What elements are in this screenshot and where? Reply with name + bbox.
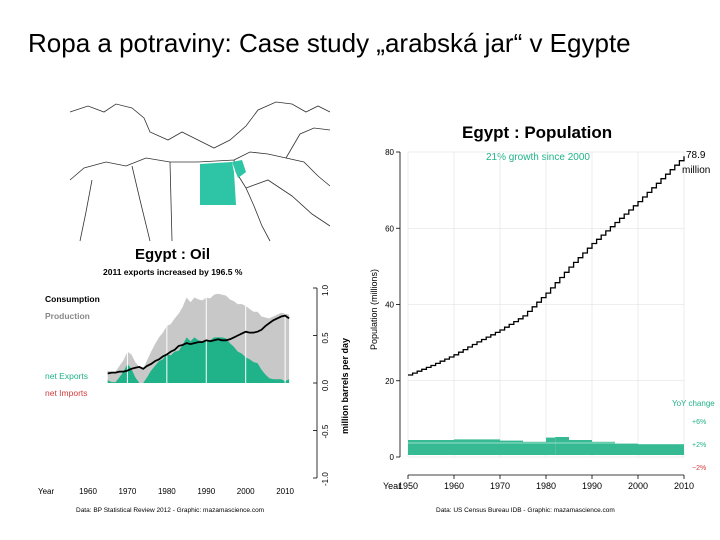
population-xtick-label: 1970 [490, 481, 510, 491]
population-end-value: 78.9 [686, 150, 706, 161]
oil-xtick-label: 1960 [79, 487, 97, 496]
oil-xtick-label: 2010 [276, 487, 294, 496]
population-xtick-label: 2000 [628, 481, 648, 491]
oil-net-exports-area [107, 337, 290, 383]
oil-legend-net-exports: net Exports [45, 371, 88, 381]
population-chart: Egypt : Population 21% growth since 2000… [369, 123, 715, 514]
oil-source: Data: BP Statistical Review 2012 - Graph… [76, 507, 264, 514]
oil-ytick-label: -0.5 [321, 424, 330, 438]
yoy-legend-plus6: +6% [692, 419, 706, 426]
population-end-unit: million [682, 165, 710, 176]
oil-subtitle: 2011 exports increased by 196.5 % [103, 267, 243, 277]
population-ytick-label: 60 [385, 224, 394, 233]
yoy-legend-title: YoY change [672, 399, 715, 408]
map-background [66, 95, 332, 241]
population-xtick-label: 1980 [536, 481, 556, 491]
map-region [66, 95, 332, 242]
population-source: Data: US Census Bureau IDB - Graphic: ma… [436, 507, 615, 514]
oil-ytick-label: -1.0 [321, 472, 330, 486]
oil-chart: Egypt : Oil 2011 exports increased by 19… [38, 246, 350, 514]
population-ytick-label: 40 [385, 301, 394, 310]
oil-ytick-label: 0.5 [321, 332, 330, 344]
oil-ytick-label: 1.0 [321, 284, 330, 296]
oil-x-ticks: 1960 1970 1980 1990 2000 2010 [79, 487, 294, 496]
yoy-bar [661, 444, 684, 455]
yoy-legend-minus2: −2% [692, 465, 706, 472]
oil-legend-consumption: Consumption [45, 294, 100, 304]
oil-legend-net-imports: net Imports [45, 388, 88, 398]
oil-xtick-label: 1980 [158, 487, 176, 496]
population-y-ticks: 0 20 40 60 80 [385, 148, 401, 462]
population-ytick-label: 0 [390, 453, 395, 462]
oil-xtick-label: 1990 [197, 487, 215, 496]
population-xtick-label: 1960 [444, 481, 464, 491]
population-ytick-label: 80 [385, 148, 394, 157]
oil-consumption-line [107, 314, 290, 375]
egypt-sinai [232, 160, 246, 178]
oil-ylabel: million barrels per day [340, 338, 350, 434]
oil-ytick-label: 0.0 [321, 379, 330, 391]
yoy-bar [555, 437, 569, 455]
population-xtick-label: 1950 [398, 481, 418, 491]
yoy-bar [500, 440, 523, 455]
oil-gridlines [87, 288, 286, 383]
population-line [408, 156, 685, 376]
map-coastline [69, 101, 331, 242]
oil-xtick-label: 1970 [119, 487, 137, 496]
population-gridlines [407, 151, 685, 458]
yoy-bar [615, 443, 638, 455]
slide-title: Ropa a potraviny: Case study „arabská ja… [28, 28, 631, 58]
population-yoy-bars [408, 437, 684, 455]
yoy-bar [638, 444, 661, 455]
oil-legend-production: Production [45, 311, 90, 321]
oil-y-ticks: 1.0 0.5 0.0 -0.5 -1.0 [313, 284, 330, 486]
population-ytick-label: 20 [385, 377, 394, 386]
oil-title: Egypt : Oil [135, 246, 210, 263]
yoy-bar [592, 441, 615, 455]
oil-xlabel: Year [38, 487, 55, 496]
yoy-bar [569, 440, 592, 455]
yoy-bar [523, 441, 546, 455]
population-subtitle: 21% growth since 2000 [486, 152, 590, 163]
yoy-bar [454, 439, 500, 455]
egypt-shape [200, 162, 236, 205]
population-ylabel: Population (millions) [369, 269, 379, 350]
population-x-ticks: 1950 1960 1970 1980 1990 2000 2010 [398, 474, 694, 491]
yoy-bar [408, 440, 454, 455]
oil-xtick-label: 2000 [237, 487, 255, 496]
population-xtick-label: 2010 [674, 481, 694, 491]
yoy-legend-plus2: +2% [692, 442, 706, 449]
yoy-bar [546, 437, 556, 455]
population-title: Egypt : Population [462, 123, 612, 142]
population-xlabel: Year [383, 481, 401, 491]
population-xtick-label: 1990 [582, 481, 602, 491]
